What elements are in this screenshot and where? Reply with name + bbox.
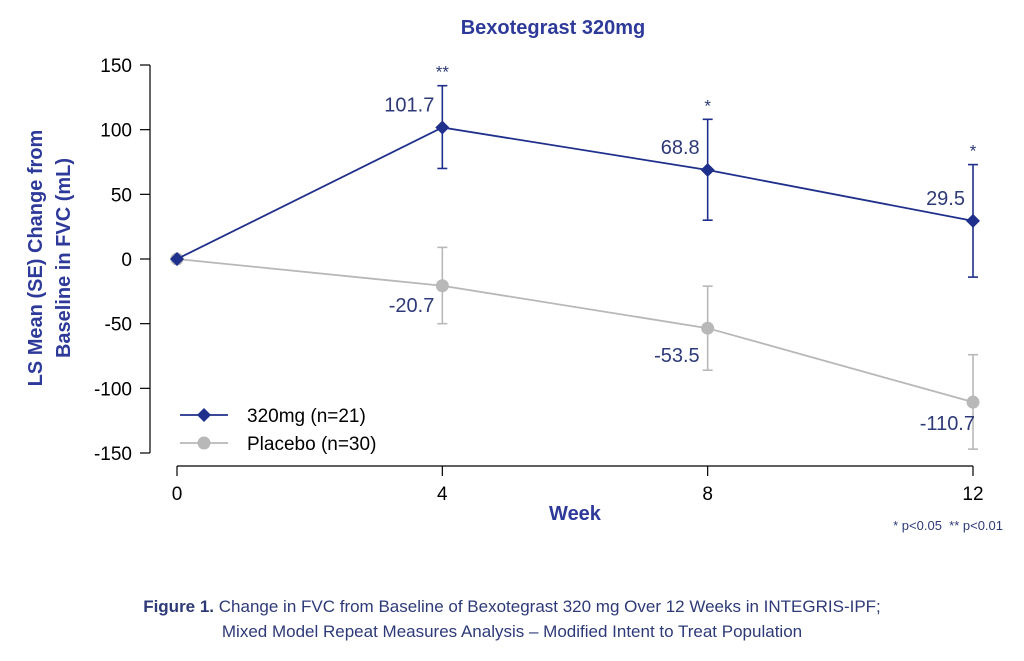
x-axis-label: Week bbox=[549, 503, 602, 525]
y-axis-label-line-2: Baseline in FVC (mL) bbox=[53, 158, 75, 358]
data-label: -20.7 bbox=[389, 295, 435, 317]
series-line bbox=[176, 258, 974, 404]
y-tick-label: 100 bbox=[100, 121, 132, 142]
data-point bbox=[435, 120, 450, 135]
series-320mg: 101.768.829.5**** bbox=[170, 63, 980, 278]
x-tick-label: 12 bbox=[962, 484, 983, 505]
y-tick-label: 150 bbox=[100, 56, 132, 77]
significance-marker: * bbox=[970, 142, 977, 161]
significance-footnote: * p<0.05 ** p<0.01 bbox=[893, 518, 1003, 533]
data-point bbox=[966, 395, 980, 409]
caption-line-2: Mixed Model Repeat Measures Analysis – M… bbox=[221, 622, 803, 641]
x-tick-label: 4 bbox=[437, 484, 448, 505]
y-tick-label: -100 bbox=[94, 379, 132, 400]
legend-swatch-marker-320mg bbox=[197, 408, 211, 422]
chart-title: Bexotegrast 320mg bbox=[461, 17, 646, 39]
data-point bbox=[701, 321, 715, 335]
legend: 320mg (n=21) Placebo (n=30) bbox=[180, 406, 376, 455]
data-point bbox=[700, 163, 715, 178]
data-point bbox=[170, 252, 184, 266]
figure-caption: Figure 1. Change in FVC from Baseline of… bbox=[0, 594, 1024, 644]
legend-label-placebo: Placebo (n=30) bbox=[247, 434, 376, 455]
significance-marker: * bbox=[704, 96, 711, 115]
x-axis: 0 4 8 12 bbox=[172, 465, 984, 505]
y-tick-label: 50 bbox=[111, 185, 132, 206]
data-label: 68.8 bbox=[661, 137, 700, 159]
x-tick-label: 8 bbox=[702, 484, 713, 505]
data-label: -110.7 bbox=[920, 413, 975, 435]
caption-lead: Figure 1. bbox=[143, 597, 215, 616]
series-line bbox=[176, 126, 974, 260]
y-axis: 150 100 50 0 -50 -100 -150 bbox=[94, 56, 151, 465]
y-tick-label: -50 bbox=[105, 315, 132, 336]
data-label: 29.5 bbox=[926, 188, 965, 210]
y-tick-label: 0 bbox=[121, 250, 132, 271]
y-tick-label: -150 bbox=[94, 444, 132, 465]
data-point bbox=[966, 213, 980, 228]
data-label: 101.7 bbox=[384, 94, 434, 116]
significance-marker: ** bbox=[436, 63, 450, 82]
x-tick-label: 0 bbox=[172, 484, 183, 505]
y-axis-label-line-1: LS Mean (SE) Change from bbox=[25, 130, 47, 387]
caption-line-1: Figure 1. Change in FVC from Baseline of… bbox=[0, 594, 1024, 619]
fvc-line-chart: Bexotegrast 320mg LS Mean (SE) Change fr… bbox=[25, 17, 1003, 533]
legend-label-320mg: 320mg (n=21) bbox=[247, 406, 366, 427]
data-point bbox=[435, 279, 449, 293]
data-label: -53.5 bbox=[654, 345, 700, 367]
caption-text-1: Change in FVC from Baseline of Bexotegra… bbox=[214, 597, 881, 616]
legend-swatch-marker-placebo bbox=[197, 436, 211, 450]
